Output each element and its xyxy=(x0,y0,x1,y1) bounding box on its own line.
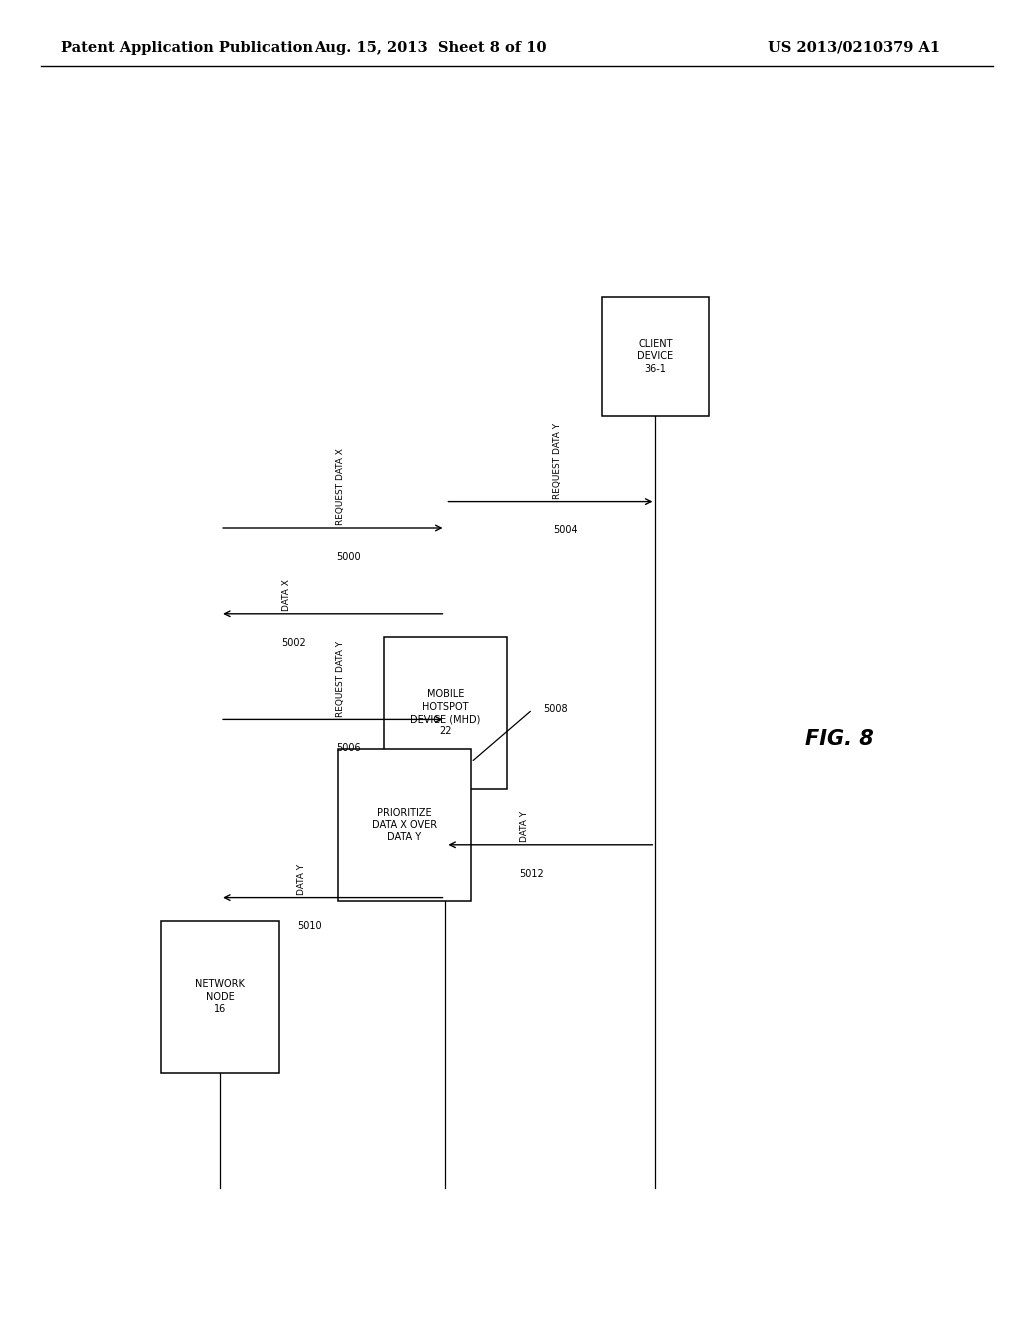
Text: 5002: 5002 xyxy=(282,638,306,648)
Text: REQUEST DATA Y: REQUEST DATA Y xyxy=(553,422,562,499)
Text: Aug. 15, 2013  Sheet 8 of 10: Aug. 15, 2013 Sheet 8 of 10 xyxy=(313,41,547,54)
Text: 5004: 5004 xyxy=(553,525,579,536)
Text: NETWORK
NODE
16: NETWORK NODE 16 xyxy=(196,979,245,1014)
Text: 5010: 5010 xyxy=(297,921,322,932)
Text: DATA X: DATA X xyxy=(282,579,291,611)
Text: 5008: 5008 xyxy=(543,705,567,714)
Text: MOBILE
HOTSPOT
DEVICE (MHD)
22: MOBILE HOTSPOT DEVICE (MHD) 22 xyxy=(411,689,480,737)
Text: 5000: 5000 xyxy=(336,552,360,562)
Bar xyxy=(384,636,507,788)
Text: REQUEST DATA Y: REQUEST DATA Y xyxy=(336,640,345,717)
Text: DATA Y: DATA Y xyxy=(519,810,528,842)
Bar xyxy=(338,750,471,900)
Text: REQUEST DATA X: REQUEST DATA X xyxy=(336,449,345,525)
Text: DATA Y: DATA Y xyxy=(297,863,306,895)
Bar xyxy=(602,297,709,416)
Text: Patent Application Publication: Patent Application Publication xyxy=(61,41,313,54)
Text: US 2013/0210379 A1: US 2013/0210379 A1 xyxy=(768,41,940,54)
Text: 5006: 5006 xyxy=(336,743,360,754)
Text: FIG. 8: FIG. 8 xyxy=(805,729,874,750)
Text: CLIENT
DEVICE
36-1: CLIENT DEVICE 36-1 xyxy=(637,339,674,374)
Text: 5012: 5012 xyxy=(519,869,545,879)
Bar xyxy=(162,921,279,1072)
Text: PRIORITIZE
DATA X OVER
DATA Y: PRIORITIZE DATA X OVER DATA Y xyxy=(372,808,437,842)
